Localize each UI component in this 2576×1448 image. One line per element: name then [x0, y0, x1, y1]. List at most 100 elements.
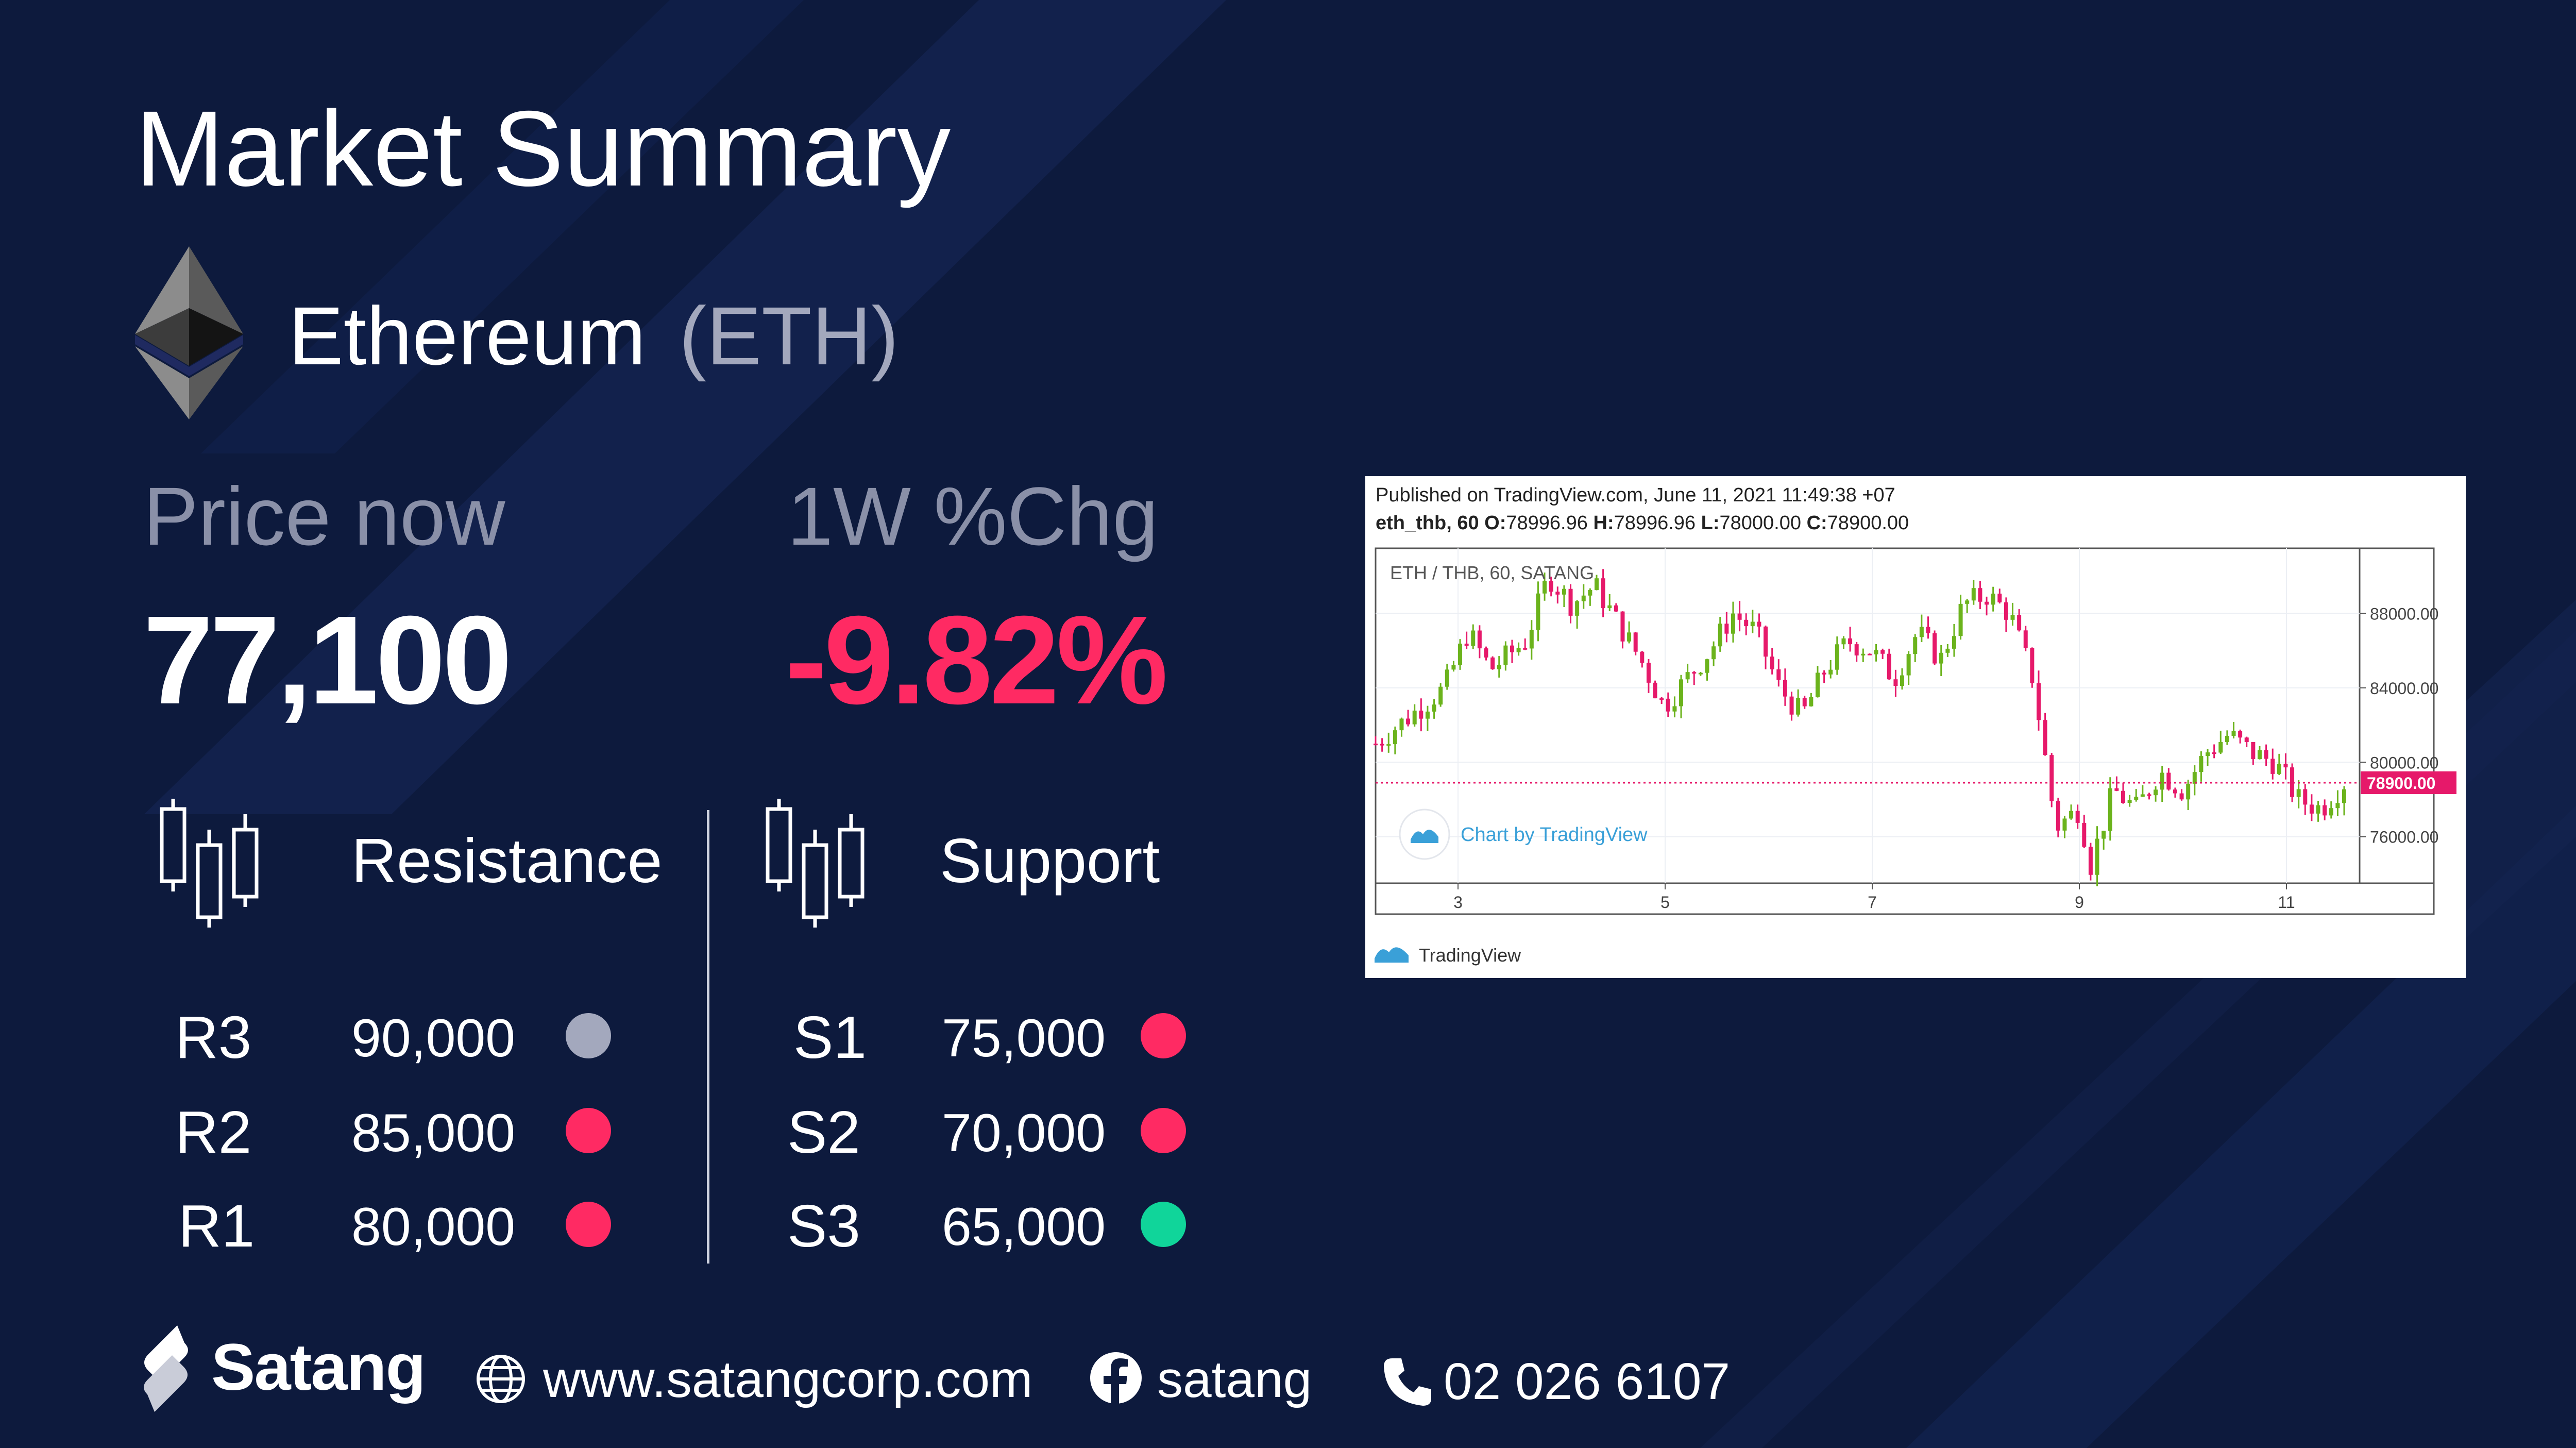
candle-body [2127, 800, 2132, 803]
ohlc-close: 78900.00 [1827, 512, 1909, 534]
candle-body [1997, 594, 2002, 602]
website-link[interactable]: www.satangcorp.com [543, 1351, 1033, 1408]
candle-body [2036, 683, 2041, 720]
resistance-title: Resistance [351, 826, 663, 896]
candle-body [2206, 752, 2210, 756]
support-level-name: S3 [787, 1192, 860, 1259]
candle-body [1985, 601, 1989, 605]
candle-body [1399, 718, 1404, 731]
candle-body [1633, 632, 1638, 652]
candle-body [1835, 644, 1839, 670]
phone-number[interactable]: 02 026 6107 [1444, 1353, 1731, 1410]
candle-body [1419, 711, 1423, 719]
candle-body [2342, 789, 2346, 803]
candle-body [1861, 653, 1866, 656]
resistance-level-dot [566, 1013, 611, 1058]
candle-body [1919, 627, 1924, 637]
chart-footer-brand: TradingView [1419, 945, 1521, 966]
candle-body [2102, 831, 2106, 839]
y-tick-label: 84000.00 [2370, 679, 2438, 698]
candle-body [1516, 648, 1521, 652]
resistance-level-name: R1 [178, 1192, 255, 1259]
ohlc-open: 78996.96 [1506, 512, 1588, 534]
candle-body [2108, 788, 2112, 831]
candle-body [1458, 644, 1463, 666]
x-tick-label: 5 [1660, 893, 1670, 912]
candle-body [2004, 602, 2008, 620]
candle-body [2316, 805, 2320, 814]
candle-body [1764, 626, 1768, 657]
candle-body [1380, 744, 1384, 746]
chart-ohlc-info: eth_thb, 60 O:78996.96 H:78996.96 L:7800… [1376, 512, 1909, 534]
candle-body [2023, 630, 2028, 648]
candle-body [1952, 636, 1956, 649]
support-level-dot [1141, 1202, 1186, 1247]
resistance-level-value: 90,000 [351, 1008, 516, 1068]
candle-body [2231, 731, 2236, 736]
candle-body [2257, 750, 2262, 760]
candle-body [2010, 615, 2015, 620]
candle-body [1776, 669, 1781, 680]
candle-body [1867, 653, 1872, 655]
candle-body [2309, 804, 2314, 814]
candle-body [1913, 637, 1918, 654]
candle-body [2166, 772, 2171, 790]
support-level-value: 75,000 [942, 1008, 1106, 1068]
candle-body [2114, 788, 2119, 791]
candle-body [1874, 650, 1878, 654]
column-divider [707, 810, 709, 1264]
candle-body [1809, 697, 1814, 706]
candle-body [2264, 750, 2268, 759]
candle-body [1549, 581, 1553, 592]
candle-body [1854, 644, 1859, 656]
ohlc-low: 78000.00 [1719, 512, 1802, 534]
candle-body [2218, 742, 2223, 753]
resistance-level-value: 80,000 [351, 1197, 516, 1257]
phone-icon [1384, 1358, 1431, 1406]
candle-body [2140, 794, 2145, 797]
candlestick-icon [160, 799, 259, 928]
candle-body [1412, 711, 1417, 725]
candle-body [1679, 679, 1684, 706]
candle-body [1594, 578, 1599, 590]
candle-body [1438, 686, 1443, 705]
candle-body [2082, 822, 2087, 847]
price-value: 77,100 [143, 590, 512, 730]
candle-body [2147, 794, 2151, 796]
candle-body [1464, 644, 1469, 646]
candle-body [2323, 805, 2327, 816]
candle-body [1451, 665, 1456, 670]
candle-body [2056, 801, 2060, 831]
candle-body [1978, 588, 1982, 602]
support-level-value: 70,000 [942, 1103, 1106, 1163]
candle-body [2270, 759, 2275, 774]
facebook-icon [1090, 1352, 1142, 1405]
candle-body [1497, 665, 1501, 669]
candle-body [1848, 638, 1853, 645]
candle-body [1568, 588, 1573, 616]
candle-body [2154, 789, 2158, 796]
support-level-dot [1141, 1108, 1186, 1153]
candle-body [1744, 619, 1749, 627]
candle-body [1477, 630, 1482, 649]
resistance-level-value: 85,000 [351, 1103, 516, 1163]
candle-body [2134, 797, 2139, 800]
globe-icon [477, 1355, 525, 1403]
candle-body [1523, 648, 1528, 650]
candle-body [2277, 764, 2281, 774]
price-label: Price now [143, 470, 505, 562]
candle-body [1933, 633, 1937, 664]
satang-logo-icon [144, 1325, 188, 1412]
candle-body [2095, 838, 2099, 875]
coin-name: Ethereum [289, 290, 646, 382]
facebook-link[interactable]: satang [1157, 1351, 1312, 1408]
candle-body [1510, 645, 1514, 652]
support-level-dot [1141, 1013, 1186, 1058]
candle-body [1789, 696, 1794, 715]
candlestick-icon [766, 799, 865, 928]
candle-body [1588, 590, 1592, 596]
candle-body [1503, 645, 1508, 665]
candle-body [2303, 789, 2308, 805]
candle-body [1581, 595, 1586, 601]
candle-body [2199, 756, 2204, 772]
